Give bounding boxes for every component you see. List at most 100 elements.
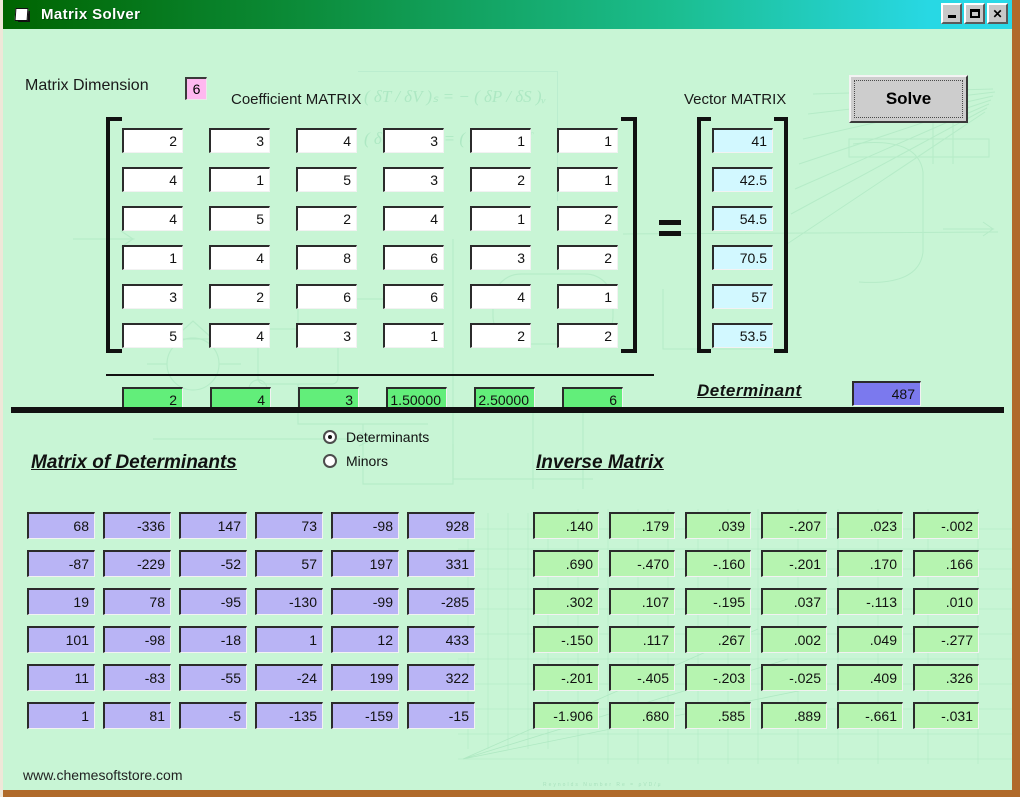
- vector-cell[interactable]: 42.5: [712, 167, 773, 192]
- inverse-cell: -.002: [913, 512, 979, 539]
- caption-watermark: Reynolds Number Re = ρVD/μ: [543, 782, 663, 788]
- determinant-cell: 78: [103, 588, 171, 615]
- coefficient-cell[interactable]: 1: [557, 167, 618, 192]
- coefficient-cell[interactable]: 1: [209, 167, 270, 192]
- radio-minors[interactable]: Minors: [323, 453, 388, 469]
- vector-bracket-left: [697, 117, 711, 353]
- determinant-cell: -130: [255, 588, 323, 615]
- coefficient-cell[interactable]: 2: [470, 167, 531, 192]
- inverse-cell: .117: [609, 626, 675, 653]
- minimize-button[interactable]: [941, 3, 962, 24]
- matrix-dimension-input[interactable]: 6: [185, 77, 207, 100]
- coefficient-cell[interactable]: 3: [383, 128, 444, 153]
- coefficient-cell[interactable]: 2: [557, 206, 618, 231]
- determinant-cell: 81: [103, 702, 171, 729]
- determinant-cell: -336: [103, 512, 171, 539]
- determinant-cell: -15: [407, 702, 475, 729]
- maximize-button[interactable]: [964, 3, 985, 24]
- inverse-cell: -.207: [761, 512, 827, 539]
- determinant-cell: 322: [407, 664, 475, 691]
- determinant-cell: -87: [27, 550, 95, 577]
- coefficient-cell[interactable]: 6: [383, 245, 444, 270]
- coefficient-cell[interactable]: 4: [296, 128, 357, 153]
- coefficient-cell[interactable]: 3: [296, 323, 357, 348]
- inverse-cell: -.025: [761, 664, 827, 691]
- vector-cell[interactable]: 54.5: [712, 206, 773, 231]
- coefficient-cell[interactable]: 1: [470, 206, 531, 231]
- determinant-cell: 12: [331, 626, 399, 653]
- determinant-cell: 331: [407, 550, 475, 577]
- coefficient-cell[interactable]: 3: [383, 167, 444, 192]
- coefficient-cell[interactable]: 6: [296, 284, 357, 309]
- vector-cell[interactable]: 53.5: [712, 323, 773, 348]
- coefficient-cell[interactable]: 5: [209, 206, 270, 231]
- determinant-cell: 68: [27, 512, 95, 539]
- coefficient-cell[interactable]: 2: [470, 323, 531, 348]
- inverse-cell: -.150: [533, 626, 599, 653]
- coefficient-cell[interactable]: 4: [209, 323, 270, 348]
- coefficient-cell[interactable]: 4: [209, 245, 270, 270]
- coefficient-cell[interactable]: 8: [296, 245, 357, 270]
- coefficient-cell[interactable]: 2: [557, 245, 618, 270]
- vector-cell[interactable]: 57: [712, 284, 773, 309]
- coefficient-cell[interactable]: 4: [383, 206, 444, 231]
- coefficient-cell[interactable]: 5: [296, 167, 357, 192]
- coefficient-cell[interactable]: 1: [383, 323, 444, 348]
- inverse-cell: -.405: [609, 664, 675, 691]
- inverse-cell: .170: [837, 550, 903, 577]
- coefficient-cell[interactable]: 4: [470, 284, 531, 309]
- determinant-cell: -98: [103, 626, 171, 653]
- coefficient-cell[interactable]: 1: [557, 128, 618, 153]
- coefficient-cell[interactable]: 4: [122, 167, 183, 192]
- radio-minors-icon[interactable]: [323, 454, 337, 468]
- determinant-cell: -98: [331, 512, 399, 539]
- inverse-cell: .326: [913, 664, 979, 691]
- coefficient-cell[interactable]: 3: [470, 245, 531, 270]
- coefficient-cell[interactable]: 2: [296, 206, 357, 231]
- inverse-cell: -.113: [837, 588, 903, 615]
- coefficient-cell[interactable]: 3: [209, 128, 270, 153]
- inverse-cell: -.201: [761, 550, 827, 577]
- inverse-cell: -.160: [685, 550, 751, 577]
- vector-cell[interactable]: 41: [712, 128, 773, 153]
- determinant-cell: -83: [103, 664, 171, 691]
- coefficient-cell[interactable]: 3: [122, 284, 183, 309]
- determinant-cell: 928: [407, 512, 475, 539]
- coefficient-cell[interactable]: 4: [122, 206, 183, 231]
- vector-cell[interactable]: 70.5: [712, 245, 773, 270]
- inverse-cell: .409: [837, 664, 903, 691]
- coefficient-cell[interactable]: 5: [122, 323, 183, 348]
- radio-determinants[interactable]: Determinants: [323, 429, 429, 445]
- document-icon: [13, 6, 33, 24]
- matrix-dimension-label: Matrix Dimension: [25, 77, 149, 94]
- coefficient-cell[interactable]: 2: [122, 128, 183, 153]
- coefficient-cell[interactable]: 2: [557, 323, 618, 348]
- coefficient-cell[interactable]: 1: [557, 284, 618, 309]
- determinant-cell: 1: [27, 702, 95, 729]
- title-bar[interactable]: Matrix Solver ✕: [3, 0, 1012, 29]
- coefficient-cell[interactable]: 1: [470, 128, 531, 153]
- inverse-cell: .002: [761, 626, 827, 653]
- coefficient-cell[interactable]: 2: [209, 284, 270, 309]
- coefficient-cell[interactable]: 1: [122, 245, 183, 270]
- inverse-heading: Inverse Matrix: [536, 452, 664, 473]
- coefficient-cell[interactable]: 6: [383, 284, 444, 309]
- close-button[interactable]: ✕: [987, 3, 1008, 24]
- determinant-cell: 101: [27, 626, 95, 653]
- inverse-cell: -1.906: [533, 702, 599, 729]
- determinant-cell: -229: [103, 550, 171, 577]
- vector-matrix-label: Vector MATRIX: [684, 91, 787, 108]
- inverse-cell: .010: [913, 588, 979, 615]
- footer-url: www.chemesoftstore.com: [23, 767, 183, 783]
- inverse-cell: .680: [609, 702, 675, 729]
- inverse-cell: .889: [761, 702, 827, 729]
- determinant-value: 487: [852, 381, 921, 406]
- radio-determinants-label: Determinants: [346, 429, 430, 445]
- equals-sign: [659, 220, 681, 237]
- radio-determinants-icon[interactable]: [323, 430, 337, 444]
- inverse-cell: .037: [761, 588, 827, 615]
- determinant-cell: 73: [255, 512, 323, 539]
- inverse-cell: -.277: [913, 626, 979, 653]
- radio-minors-label: Minors: [346, 453, 389, 469]
- solve-button[interactable]: Solve: [849, 75, 968, 123]
